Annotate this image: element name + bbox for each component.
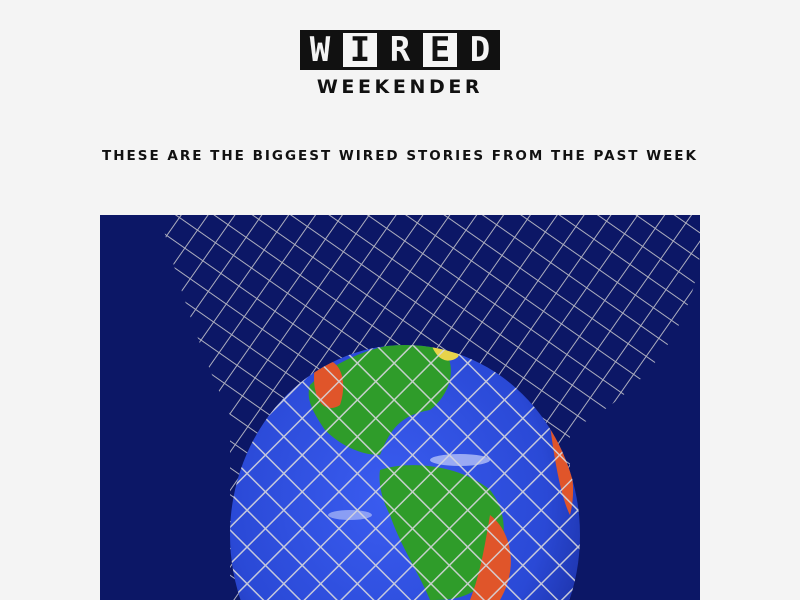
logo-letter: W	[300, 30, 340, 70]
logo-letter: D	[460, 30, 500, 70]
newsletter-header: W I R E D WEEKENDER THESE ARE THE BIGGES…	[0, 0, 800, 215]
weekender-subtitle: WEEKENDER	[316, 76, 484, 98]
earth-in-net-illustration	[100, 215, 700, 600]
logo-letter: R	[380, 30, 420, 70]
logo-letter: I	[340, 30, 380, 70]
hero-image[interactable]	[100, 215, 700, 600]
newsletter-tagline: THESE ARE THE BIGGEST WIRED STORIES FROM…	[102, 148, 698, 164]
earth-globe	[230, 345, 580, 600]
wired-wordmark: W I R E D	[300, 30, 500, 70]
wired-weekender-logo[interactable]: W I R E D WEEKENDER	[300, 30, 500, 98]
logo-letter: E	[420, 30, 460, 70]
